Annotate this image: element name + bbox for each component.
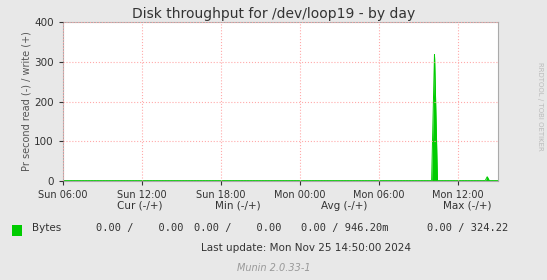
Text: RRDTOOL / TOBI OETIKER: RRDTOOL / TOBI OETIKER (537, 62, 543, 151)
Text: 0.00 / 324.22: 0.00 / 324.22 (427, 223, 508, 233)
Text: 0.00 /    0.00: 0.00 / 0.00 (194, 223, 282, 233)
Y-axis label: Pr second read (-) / write (+): Pr second read (-) / write (+) (21, 32, 32, 171)
Text: 0.00 / 946.20m: 0.00 / 946.20m (301, 223, 388, 233)
Text: Bytes: Bytes (32, 223, 61, 233)
Text: Avg (-/+): Avg (-/+) (322, 200, 368, 211)
Text: Max (-/+): Max (-/+) (444, 200, 492, 211)
Text: Last update: Mon Nov 25 14:50:00 2024: Last update: Mon Nov 25 14:50:00 2024 (201, 242, 411, 253)
Text: Disk throughput for /dev/loop19 - by day: Disk throughput for /dev/loop19 - by day (132, 7, 415, 21)
Text: Min (-/+): Min (-/+) (215, 200, 261, 211)
Text: Cur (-/+): Cur (-/+) (117, 200, 162, 211)
Text: Munin 2.0.33-1: Munin 2.0.33-1 (237, 263, 310, 273)
Text: 0.00 /    0.00: 0.00 / 0.00 (96, 223, 183, 233)
